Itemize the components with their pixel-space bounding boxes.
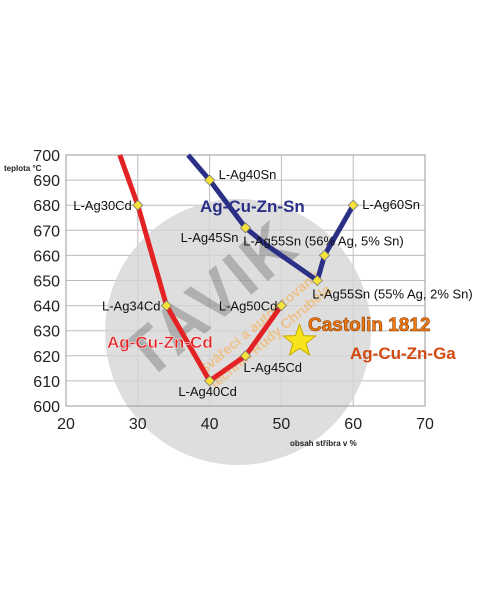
data-point-1-2	[318, 249, 331, 261]
data-label-1-3: L-Ag55Sn (55% Ag, 2% Sn)	[312, 287, 472, 302]
series-layer	[117, 153, 359, 387]
y-tick-label-9: 690	[33, 173, 60, 190]
y-tick-label-6: 660	[33, 248, 60, 265]
series-name-0: Ag-Cu-Zn-Cd	[107, 333, 213, 352]
data-label-0-1: L-Ag34Cd	[102, 299, 161, 314]
x-tick-label-1: 30	[129, 416, 147, 433]
x-tick-label-2: 40	[201, 416, 219, 433]
data-point-0-0	[132, 199, 144, 211]
data-label-1-2: L-Ag55Sn (56% Ag, 5% Sn)	[243, 233, 403, 248]
data-point-1-3	[311, 274, 323, 287]
data-point-1-1	[239, 222, 252, 234]
y-tick-label-3: 630	[33, 324, 60, 341]
data-label-0-4: L-Ag50Cd	[219, 299, 278, 314]
y-tick-label-8: 680	[33, 198, 60, 215]
data-label-1-0: L-Ag40Sn	[219, 167, 277, 182]
plot-frame	[65, 154, 426, 407]
y-tick-label-0: 600	[33, 399, 60, 416]
highlight-name: Ag-Cu-Zn-Ga	[350, 344, 456, 363]
y-tick-label-2: 620	[33, 349, 60, 366]
watermark-circle	[105, 199, 371, 465]
x-tick-label-5: 70	[416, 416, 434, 433]
data-label-0-3: L-Ag45Cd	[244, 360, 303, 375]
y-tick-label-4: 640	[33, 299, 60, 316]
data-point-0-4	[275, 300, 287, 312]
labels-layer: L-Ag30Cd L-Ag34Cd L-Ag40Cd L-Ag45Cd L-Ag50Cd…	[73, 167, 472, 399]
data-label-0-0: L-Ag30Cd	[73, 198, 132, 213]
data-point-0-1	[160, 300, 173, 312]
x-tick-label-3: 50	[273, 416, 291, 433]
axes: 600 610 620 630 640 650 660 670 680 690 700 20 30 40 5…	[33, 148, 434, 433]
y-tick-label-7: 670	[33, 223, 60, 240]
highlight-title: Castolin 1812	[308, 315, 431, 336]
x-tick-label-0: 20	[57, 416, 75, 433]
data-label-1-1: L-Ag45Sn	[181, 230, 239, 245]
y-tick-label-5: 650	[33, 274, 60, 291]
data-point-0-2	[204, 375, 216, 387]
watermark: TAVIK Svářecí a autorizovaný technik Rud…	[105, 199, 371, 465]
series-line-0	[117, 154, 284, 384]
x-tick-label-4: 60	[344, 416, 362, 433]
data-label-0-2: L-Ag40Cd	[178, 384, 237, 399]
x-axis-title: obsah stříbra v %	[290, 439, 357, 448]
y-tick-label-10: 700	[33, 148, 60, 165]
data-point-1-4	[347, 199, 359, 211]
series-name-1: Ag-Cu-Zn-Sn	[200, 197, 305, 216]
data-label-1-4: L-Ag60Sn	[362, 197, 420, 212]
y-axis-title: teplota °C	[4, 164, 42, 173]
highlight-star	[281, 322, 317, 357]
data-point-1-0	[204, 174, 216, 186]
y-tick-label-1: 610	[33, 374, 60, 391]
data-point-0-3	[239, 350, 252, 362]
